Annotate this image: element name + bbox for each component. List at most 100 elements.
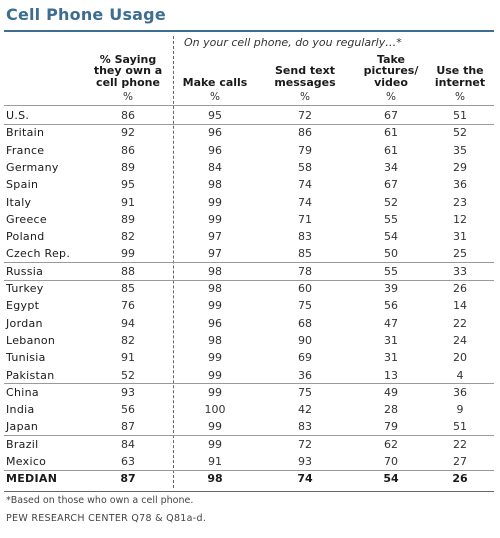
cell-value: 99 [208, 195, 222, 209]
cell-value: 70 [384, 455, 398, 468]
bottom-rule [4, 491, 494, 492]
cell-value: 97 [208, 247, 222, 261]
table-row: Russia 88 98 78 55 33 [4, 263, 494, 280]
cell-value: 34 [384, 160, 398, 174]
table-row: Germany 89 84 58 34 29 [4, 159, 494, 176]
cell-value: 74 [298, 195, 312, 209]
country-label: France [6, 143, 45, 157]
cell-value: 67 [384, 109, 398, 122]
header-pics-line: video [374, 75, 408, 89]
header-calls-line: Make calls [182, 75, 248, 89]
cell-value: 72 [298, 437, 312, 451]
table-row: Tunisia 91 99 69 31 20 [4, 349, 494, 366]
cell-value: 99 [208, 420, 222, 434]
cell-value: 36 [453, 385, 467, 399]
cell-value: 12 [453, 212, 467, 226]
cell-value: 51 [453, 109, 467, 122]
header-pics: Take pictures/video [343, 52, 439, 89]
table-row: China 93 99 75 49 36 [4, 384, 494, 401]
cell-value: 55 [384, 212, 398, 226]
country-label: India [6, 403, 35, 417]
cell-value: 14 [453, 299, 467, 313]
cell-value: 82 [121, 230, 135, 244]
cell-value: 99 [208, 437, 222, 451]
header-own-line: cell phone [96, 75, 160, 89]
table-row: Brazil 84 99 72 62 22 [4, 436, 494, 453]
country-label: MEDIAN [6, 472, 58, 486]
cell-value: 87 [121, 420, 135, 434]
cell-value: 50 [384, 247, 398, 261]
table-row: U.S. 86 95 72 67 51 [4, 107, 494, 124]
cell-value: 31 [384, 351, 398, 365]
table-row: Greece 89 99 71 55 12 [4, 211, 494, 228]
cell-value: 98 [208, 178, 222, 192]
cell-value: 96 [208, 143, 222, 157]
cell-value: 28 [384, 403, 398, 417]
cell-value: 39 [384, 282, 398, 295]
country-label: U.S. [6, 109, 30, 122]
cell-value: 4 [456, 368, 464, 382]
table-row: Mexico 63 91 93 70 27 [4, 453, 494, 470]
cell-value: 79 [298, 143, 312, 157]
cell-value: 91 [121, 195, 135, 209]
cell-value: 84 [121, 437, 135, 451]
table-row: France 86 96 79 61 35 [4, 142, 494, 159]
cell-value: 54 [383, 472, 399, 486]
cell-value: 42 [298, 403, 312, 417]
cell-value: 99 [208, 368, 222, 382]
cell-value: 96 [208, 126, 222, 140]
cell-value: 94 [121, 316, 135, 330]
table-row: Japan 87 99 83 79 51 [4, 418, 494, 435]
chart-title: Cell Phone Usage [6, 5, 166, 24]
cell-value: 35 [453, 143, 467, 157]
header-pct-own: % [123, 91, 133, 103]
cell-value: 95 [208, 109, 222, 122]
cell-value: 56 [121, 403, 135, 417]
row-separator [4, 123, 494, 125]
cell-value: 74 [298, 178, 312, 192]
cell-value: 67 [384, 178, 398, 192]
country-label: Russia [6, 264, 44, 278]
header-pct-internet: % [455, 91, 465, 103]
cell-value: 92 [121, 126, 135, 140]
cell-value: 97 [208, 230, 222, 244]
header-pct-text: % [300, 91, 310, 103]
cell-value: 87 [120, 472, 136, 486]
cell-value: 91 [121, 351, 135, 365]
header-pics-line: Take [377, 52, 405, 66]
cell-value: 78 [298, 264, 312, 278]
cell-value: 25 [453, 247, 467, 261]
table-row: Britain 92 96 86 61 52 [4, 124, 494, 141]
cell-value: 9 [456, 403, 464, 417]
header-internet-line: Use the [436, 64, 484, 77]
cell-value: 89 [121, 212, 135, 226]
table-row: Spain 95 98 74 67 36 [4, 176, 494, 193]
cell-value: 93 [121, 385, 135, 399]
cell-value: 91 [208, 455, 222, 468]
table-row: Poland 82 97 83 54 31 [4, 228, 494, 245]
cell-value: 99 [121, 247, 135, 261]
header-calls: Make calls [167, 75, 263, 89]
header-own-line: % Saying [99, 52, 157, 66]
cell-value: 95 [121, 178, 135, 192]
cell-value: 99 [208, 351, 222, 365]
cell-value: 79 [384, 420, 398, 434]
cell-value: 49 [384, 385, 398, 399]
cell-value: 82 [121, 333, 135, 347]
cell-value: 86 [121, 109, 135, 122]
header-pct-calls: % [210, 91, 220, 103]
table-row: Lebanon 82 98 90 31 24 [4, 332, 494, 349]
header-text-line: Send text [275, 64, 335, 77]
cell-value: 71 [298, 212, 312, 226]
row-separator [4, 262, 494, 264]
row-separator [4, 279, 494, 281]
cell-value: 13 [384, 368, 398, 382]
cell-value: 31 [384, 333, 398, 347]
row-separator [4, 469, 494, 471]
country-label: Spain [6, 178, 39, 192]
header-text: Send text messages [257, 65, 353, 88]
country-label: Mexico [6, 455, 47, 468]
header-pct-pics: % [386, 91, 396, 103]
cell-value: 20 [453, 351, 467, 365]
cell-value: 36 [453, 178, 467, 192]
